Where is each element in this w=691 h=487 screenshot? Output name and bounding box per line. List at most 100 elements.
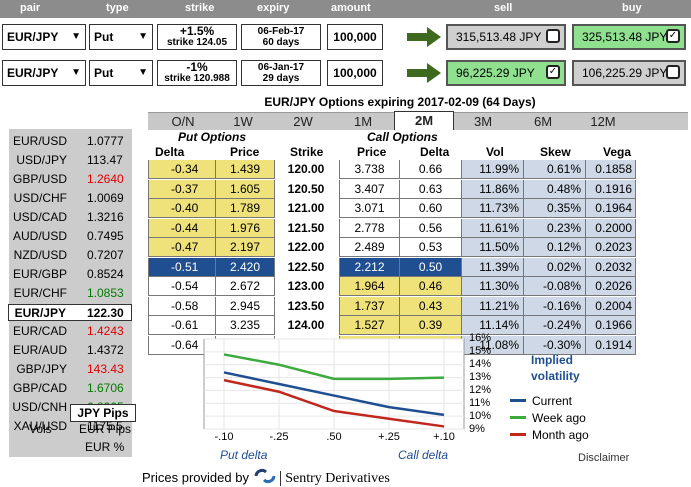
rate-value: 1.4243	[87, 324, 124, 338]
x-tick-label: +.10	[433, 431, 455, 443]
call-delta-cell[interactable]: 0.50	[400, 257, 462, 277]
call-price-cell[interactable]: 2.778	[339, 218, 400, 238]
skew-cell: 0.61%	[524, 160, 586, 179]
put-delta-cell[interactable]: -0.64	[148, 335, 216, 355]
rate-pair: EUR/AUD	[12, 343, 67, 357]
rate-row[interactable]: EUR/JPY 122.30	[8, 304, 132, 321]
buy-price-button[interactable]: 106,225.29 JPY	[572, 60, 686, 86]
call-delta-cell[interactable]: 0.56	[400, 218, 462, 238]
sentry-brand[interactable]: Sentry Derivatives	[280, 471, 390, 486]
put-price-cell[interactable]: 3.235	[216, 316, 275, 335]
y-tick-label: 10%	[469, 410, 492, 422]
call-price-cell[interactable]: 1.527	[339, 316, 400, 335]
put-delta-cell[interactable]: -0.54	[148, 277, 216, 296]
vega-cell: 0.1964	[586, 199, 636, 218]
put-delta-cell[interactable]: -0.44	[148, 218, 216, 238]
call-delta-cell[interactable]: 0.66	[400, 160, 462, 179]
rate-row[interactable]: GBP/CAD 1.6706	[9, 380, 132, 397]
type-select[interactable]: Put ▼	[89, 60, 153, 86]
disclaimer-link[interactable]: Disclaimer	[578, 452, 630, 464]
rate-row[interactable]: EUR/CHF 1.0853	[9, 285, 132, 302]
rate-pair: GBP/CAD	[12, 381, 67, 395]
tab-on[interactable]: O/N	[171, 114, 195, 129]
put-options-label: Put Options	[178, 130, 246, 144]
put-delta-cell[interactable]: -0.58	[148, 296, 216, 316]
vols-option-eur-pips[interactable]: EUR Pips	[79, 422, 132, 436]
tab-1m[interactable]: 1M	[353, 114, 373, 129]
rate-row[interactable]: GBP/JPY 143.43	[9, 361, 132, 378]
vols-option-eur-pct[interactable]: EUR %	[85, 440, 125, 454]
rate-pair: USD/JPY	[16, 153, 67, 167]
rate-row[interactable]: USD/CHF 1.0069	[9, 190, 132, 207]
put-price-cell[interactable]: 1.605	[216, 179, 275, 199]
call-price-cell[interactable]: 1.737	[339, 296, 400, 316]
rate-row[interactable]: EUR/AUD 1.4372	[9, 342, 132, 359]
pair-select[interactable]: EUR/JPY ▼	[2, 24, 86, 50]
expiry-field[interactable]: 06-Feb-17 60 days	[241, 24, 321, 50]
buy-price-button[interactable]: 325,513.48 JPY ✓	[572, 24, 686, 50]
rate-row[interactable]: USD/CAD 1.3216	[9, 209, 132, 226]
call-price-cell[interactable]: 1.964	[339, 277, 400, 296]
series-line	[223, 353, 445, 381]
vol-cell: 11.39%	[462, 257, 524, 277]
rate-row[interactable]: EUR/GBP 0.8524	[9, 266, 132, 283]
call-delta-cell[interactable]: 0.63	[400, 179, 462, 199]
y-tick-label: 15%	[469, 345, 492, 357]
pair-select[interactable]: EUR/JPY ▼	[2, 60, 86, 86]
sell-price-button[interactable]: 315,513.48 JPY	[446, 24, 566, 50]
call-price-cell[interactable]: 2.489	[339, 238, 400, 257]
strike-field[interactable]: +1.5% strike 124.05	[157, 24, 237, 50]
rate-row[interactable]: USD/JPY 113.47	[9, 152, 132, 169]
call-price-cell[interactable]: 3.071	[339, 199, 400, 218]
expiry-field[interactable]: 06-Jan-17 29 days	[241, 60, 321, 86]
put-price-cell[interactable]: 2.197	[216, 238, 275, 257]
tab-1w[interactable]: 1W	[233, 114, 253, 129]
tab-3m[interactable]: 3M	[473, 114, 493, 129]
sell-price: 96,225.29 JPY	[456, 66, 535, 80]
put-price-cell[interactable]: 2.420	[216, 257, 275, 277]
vega-cell: 0.2023	[586, 238, 636, 257]
tab-6m[interactable]: 6M	[533, 114, 553, 129]
put-delta-cell[interactable]: -0.47	[148, 238, 216, 257]
rate-pair: EUR/CAD	[12, 324, 67, 338]
tab-2m[interactable]: 2M	[394, 111, 454, 130]
call-delta-cell[interactable]: 0.39	[400, 316, 462, 335]
put-delta-cell[interactable]: -0.37	[148, 179, 216, 199]
vols-option-jpy-pips[interactable]: JPY Pips	[70, 404, 136, 422]
rate-row[interactable]: NZD/USD 0.7207	[9, 247, 132, 264]
expiry-days: 29 days	[262, 73, 300, 84]
call-delta-cell[interactable]: 0.46	[400, 277, 462, 296]
put-price-cell[interactable]: 2.672	[216, 277, 275, 296]
pair-value: EUR/JPY	[7, 66, 59, 80]
strike-field[interactable]: -1% strike 120.988	[157, 60, 237, 86]
call-price-cell[interactable]: 3.738	[339, 160, 400, 179]
rate-row[interactable]: EUR/USD 1.0777	[9, 133, 132, 150]
put-price-cell[interactable]: 1.439	[216, 160, 275, 179]
call-price-cell[interactable]: 3.407	[339, 179, 400, 199]
legend-swatch	[510, 433, 526, 436]
call-delta-cell[interactable]: 0.60	[400, 199, 462, 218]
put-delta-cell[interactable]: -0.34	[148, 160, 216, 179]
sell-price-button[interactable]: 96,225.29 JPY ✓	[446, 60, 566, 86]
put-price-cell[interactable]: 1.789	[216, 199, 275, 218]
rate-row[interactable]: GBP/USD 1.2640	[9, 171, 132, 188]
put-price-cell[interactable]: 2.945	[216, 296, 275, 316]
vol-cell: 11.14%	[462, 316, 524, 335]
put-delta-cell[interactable]: -0.61	[148, 316, 216, 335]
vega-header: Vega	[603, 145, 632, 159]
put-delta-cell[interactable]: -0.40	[148, 199, 216, 218]
call-delta-cell[interactable]: 0.53	[400, 238, 462, 257]
call-price-cell[interactable]: 2.212	[339, 257, 400, 277]
rate-row[interactable]: AUD/USD 0.7495	[9, 228, 132, 245]
tab-12m[interactable]: 12M	[590, 114, 616, 129]
tab-2w[interactable]: 2W	[293, 114, 313, 129]
type-select[interactable]: Put ▼	[89, 24, 153, 50]
put-price-cell[interactable]: 1.976	[216, 218, 275, 238]
put-delta-cell[interactable]: -0.51	[148, 257, 216, 277]
amount-field[interactable]: 100,000	[327, 24, 383, 50]
rate-row[interactable]: EUR/CAD 1.4243	[9, 323, 132, 340]
call-delta-cell[interactable]: 0.43	[400, 296, 462, 316]
amount-field[interactable]: 100,000	[327, 60, 383, 86]
rate-row[interactable]: XAU/USD 1175.5	[9, 418, 132, 435]
rate-value: 1.2640	[87, 172, 124, 186]
